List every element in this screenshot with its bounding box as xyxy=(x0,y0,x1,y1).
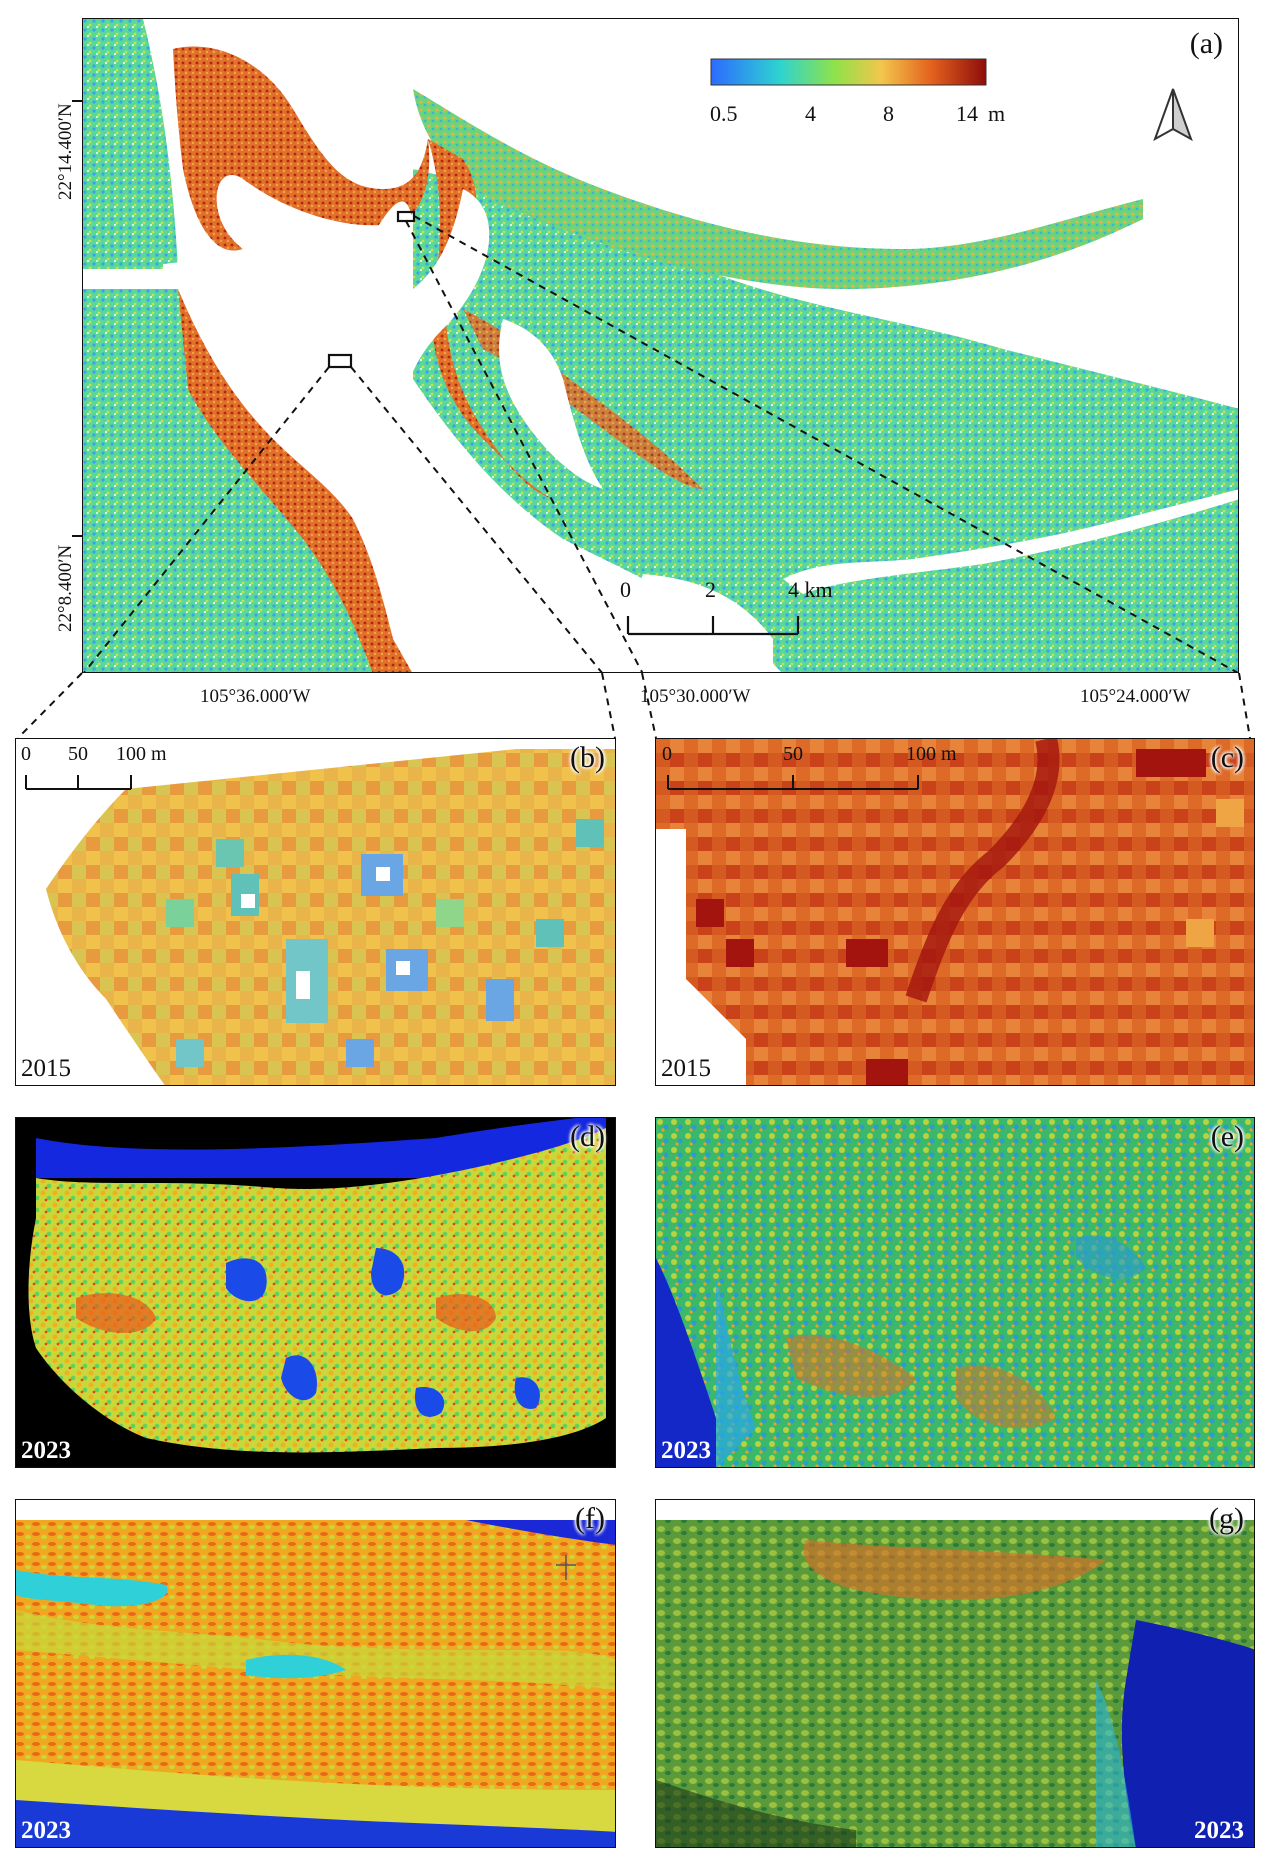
colorbar xyxy=(710,58,987,86)
lidar-oblique-f xyxy=(16,1500,615,1847)
canopy-height-map xyxy=(83,19,1238,672)
north-arrow-icon xyxy=(1153,88,1193,142)
lon-label: 105°36.000′W xyxy=(200,686,311,707)
panel-d: (d) 2023 xyxy=(15,1117,616,1468)
scale-a-tick: 4 km xyxy=(788,577,833,602)
lat-label: 22°14.400′N xyxy=(55,103,76,200)
year-label-e: 2023 xyxy=(661,1437,711,1464)
year-label-g: 2023 xyxy=(1194,1817,1244,1844)
axis-gizmo-icon xyxy=(556,1555,576,1580)
lon-label: 105°24.000′W xyxy=(1080,686,1191,707)
year-label-c: 2015 xyxy=(661,1055,711,1082)
colorbar-tick: 8 xyxy=(883,101,894,126)
panel-label-c: (c) xyxy=(1210,741,1244,774)
lidar-oblique-g xyxy=(656,1500,1254,1847)
panel-e: (e) 2023 xyxy=(655,1117,1255,1468)
scale-a-tick: 2 xyxy=(705,577,716,602)
panel-a-map: (a) 0.5 4 8 14 m 0 2 4 km xyxy=(82,18,1239,673)
panel-label-b: (b) xyxy=(570,741,605,774)
scale-c-tick: 0 xyxy=(662,743,672,765)
year-label-d: 2023 xyxy=(21,1437,71,1464)
lon-label: 105°30.000′W xyxy=(640,686,751,707)
colorbar-unit: m xyxy=(988,101,1006,126)
lidar-topview-e xyxy=(656,1118,1254,1467)
scale-c-tick: 100 m xyxy=(906,743,957,765)
year-label-b: 2015 xyxy=(21,1055,71,1082)
year-label-f: 2023 xyxy=(21,1817,71,1844)
scale-b-tick: 100 m xyxy=(116,743,167,765)
scale-bar-a xyxy=(626,616,800,636)
scale-a-tick: 0 xyxy=(620,577,631,602)
scale-b-tick: 0 xyxy=(21,743,31,765)
lidar-topview-d xyxy=(16,1118,615,1458)
panel-b: 0 50 100 m (b) 2015 xyxy=(15,738,616,1086)
panel-label-e: (e) xyxy=(1210,1120,1244,1153)
panel-label-g: (g) xyxy=(1209,1502,1244,1535)
panel-label-a: (a) xyxy=(1189,27,1223,60)
scale-c-tick: 50 xyxy=(783,743,803,765)
pixel-map-c xyxy=(656,739,1254,1085)
colorbar-tick: 14 xyxy=(956,101,978,126)
colorbar-tick: 0.5 xyxy=(710,101,738,126)
site-box-b xyxy=(327,353,353,369)
scale-b-tick: 50 xyxy=(68,743,88,765)
panel-c: 0 50 100 m (c) 2015 xyxy=(655,738,1255,1086)
colorbar-tick: 4 xyxy=(805,101,816,126)
lat-label: 22°8.400′N xyxy=(55,544,76,632)
panel-g: (g) 2023 xyxy=(655,1499,1255,1848)
panel-label-f: (f) xyxy=(575,1502,605,1535)
panel-f: (f) 2023 xyxy=(15,1499,616,1848)
pixel-map-b xyxy=(25,749,615,1085)
panel-label-d: (d) xyxy=(570,1120,605,1153)
